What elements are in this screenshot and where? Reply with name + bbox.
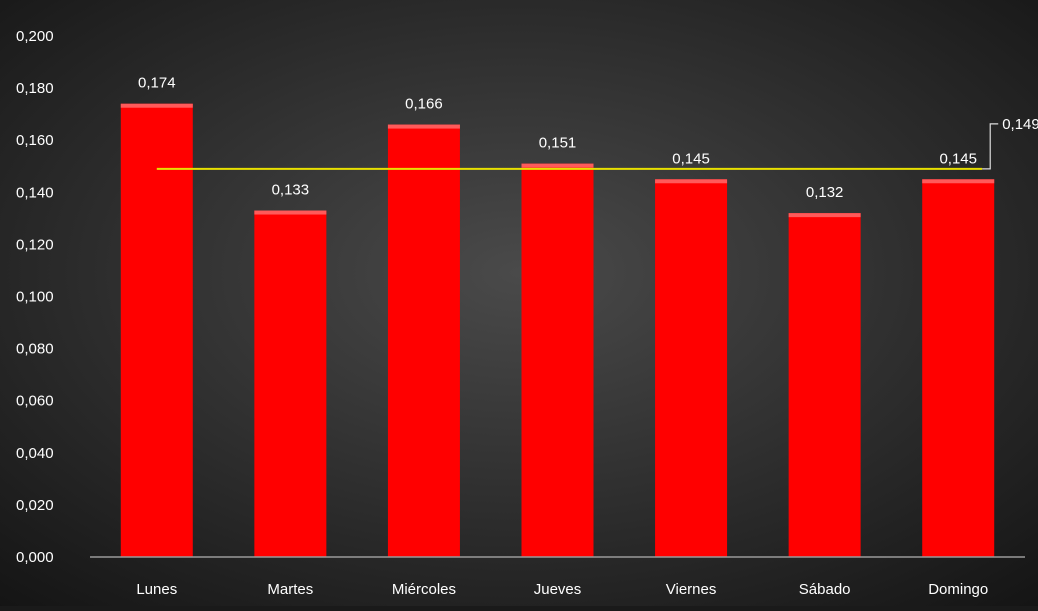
data-label: 0,145: [672, 150, 710, 167]
reference-line-group: 0,149: [156, 116, 1038, 170]
x-tick-label: Jueves: [534, 581, 582, 598]
x-tick-label: Lunes: [136, 581, 177, 598]
x-tick-label: Sábado: [799, 581, 851, 598]
bar-highlight: [655, 179, 728, 184]
y-tick-label: 0,060: [16, 393, 54, 410]
data-label: 0,145: [939, 150, 977, 167]
bar-highlight: [922, 179, 995, 184]
data-label: 0,132: [806, 184, 844, 201]
x-axis-labels: Lunes Martes Miércoles Jueves Viernes Sábado D…: [136, 581, 988, 598]
y-tick-label: 0,020: [16, 497, 54, 514]
bars: [120, 103, 995, 557]
data-label: 0,151: [539, 135, 577, 152]
bar: [788, 213, 861, 557]
y-tick-label: 0,120: [16, 236, 54, 253]
y-tick-label: 0,000: [16, 549, 54, 566]
bar: [120, 103, 193, 557]
bar: [387, 124, 460, 557]
reference-line-label: 0,149: [1002, 116, 1038, 133]
y-axis-ticks: 0,000 0,020 0,040 0,060 0,080 0,100 0,120 0,140…: [16, 28, 54, 566]
x-tick-label: Domingo: [928, 581, 988, 598]
bar: [922, 179, 995, 557]
y-tick-label: 0,180: [16, 80, 54, 97]
data-label: 0,174: [138, 75, 176, 92]
data-label: 0,166: [405, 96, 443, 113]
bar: [254, 210, 327, 557]
x-tick-label: Viernes: [666, 581, 717, 598]
bar-highlight: [788, 213, 861, 218]
x-tick-label: Miércoles: [392, 581, 456, 598]
bar-highlight: [521, 163, 594, 168]
bar-highlight: [387, 124, 460, 129]
x-tick-label: Martes: [267, 581, 313, 598]
bar-highlight: [120, 103, 193, 108]
data-label: 0,133: [272, 182, 310, 199]
y-tick-label: 0,160: [16, 132, 54, 149]
bar: [655, 179, 728, 557]
y-tick-label: 0,080: [16, 341, 54, 358]
value-labels: 0,174 0,133 0,166 0,151 0,145 0,132 0,145: [138, 75, 977, 201]
y-tick-label: 0,140: [16, 184, 54, 201]
y-tick-label: 0,040: [16, 445, 54, 462]
reference-leader-line: [982, 123, 999, 170]
bar-highlight: [254, 210, 327, 215]
bar: [521, 163, 594, 557]
y-tick-label: 0,100: [16, 289, 54, 306]
y-tick-label: 0,200: [16, 28, 54, 45]
